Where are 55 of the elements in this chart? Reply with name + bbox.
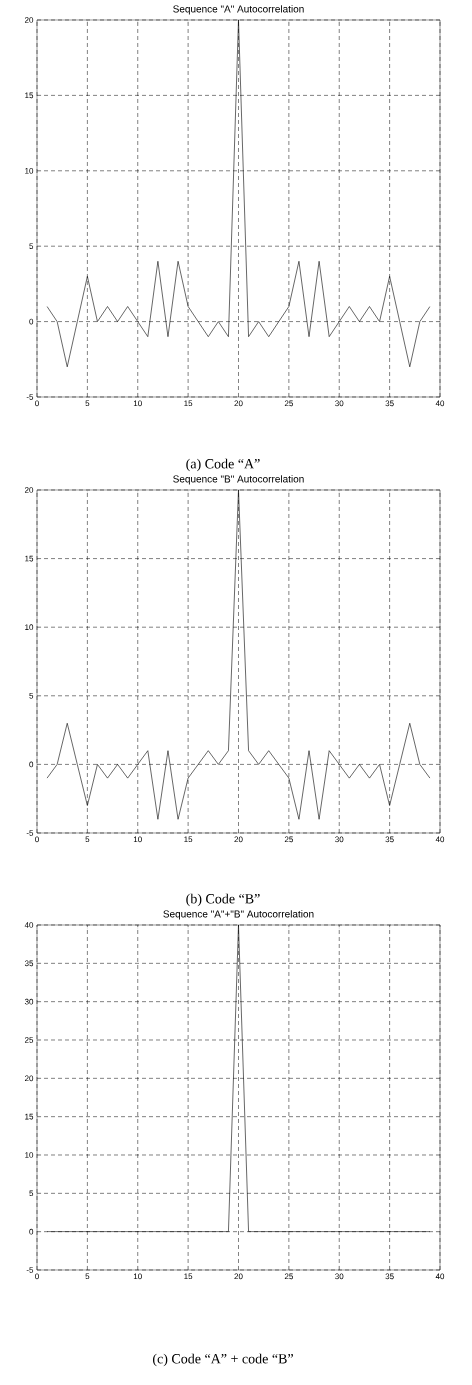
x-tick-label: 40 (435, 836, 445, 843)
y-tick-label: 5 (29, 243, 34, 249)
chart-title: Sequence "B" Autocorrelation (173, 475, 304, 485)
x-tick-label: 15 (184, 836, 193, 843)
y-tick-label: 20 (24, 1075, 34, 1082)
x-tick-label: 40 (435, 1273, 445, 1280)
y-tick-label: 20 (24, 17, 34, 23)
x-tick-label: 30 (335, 836, 344, 843)
y-tick-label: 0 (29, 761, 34, 768)
x-tick-label: 10 (133, 1273, 142, 1280)
y-tick-label: 30 (24, 998, 34, 1005)
x-tick-label: 20 (234, 1273, 243, 1280)
x-tick-label: 5 (85, 836, 90, 843)
x-tick-label: 5 (85, 400, 90, 407)
chart-title: Sequence "A"+"B" Autocorrelation (163, 910, 314, 920)
x-tick-label: 20 (234, 836, 243, 843)
x-tick-label: 30 (335, 400, 344, 407)
x-tick-label: 25 (284, 1273, 293, 1280)
x-tick-label: 20 (234, 400, 243, 407)
y-tick-label: 5 (29, 1190, 34, 1197)
y-tick-label: 5 (29, 693, 34, 699)
x-tick-label: 40 (435, 400, 445, 407)
y-tick-label: 15 (25, 1113, 34, 1120)
text: (c) Code “A” + code “B” (153, 1353, 293, 1367)
y-tick-label: -5 (26, 1267, 34, 1273)
x-tick-label: 35 (385, 400, 394, 407)
chart-title: Sequence "A" Autocorrelation (173, 5, 304, 15)
y-tick-label: -5 (26, 830, 34, 836)
x-tick-label: 5 (85, 1273, 90, 1280)
y-tick-label: 25 (24, 1037, 34, 1043)
x-tick-label: 10 (133, 836, 142, 843)
x-tick-label: 0 (35, 400, 39, 407)
y-tick-label: 35 (24, 960, 34, 967)
y-tick-label: 10 (25, 167, 34, 174)
text: (b) Code “B” (186, 893, 260, 907)
x-tick-label: 15 (184, 400, 193, 407)
x-tick-label: 35 (385, 1273, 394, 1280)
x-tick-label: 0 (35, 1273, 39, 1280)
x-tick-label: 25 (284, 400, 293, 407)
x-tick-label: 0 (35, 836, 39, 843)
y-tick-label: 10 (25, 624, 34, 631)
y-tick-label: -5 (26, 394, 34, 400)
x-tick-label: 30 (335, 1273, 344, 1280)
x-tick-label: 10 (133, 400, 142, 407)
y-tick-label: 10 (25, 1152, 34, 1158)
x-tick-label: 25 (284, 836, 293, 843)
text: (a) Code “A” (186, 458, 260, 472)
y-tick-label: 40 (24, 922, 34, 928)
y-tick-label: 0 (29, 1228, 34, 1235)
y-tick-label: 0 (29, 318, 34, 325)
y-tick-label: 15 (25, 92, 34, 99)
y-tick-label: 15 (25, 555, 34, 562)
y-tick-label: 20 (24, 487, 34, 493)
x-tick-label: 15 (184, 1273, 193, 1280)
x-tick-label: 35 (385, 836, 394, 843)
